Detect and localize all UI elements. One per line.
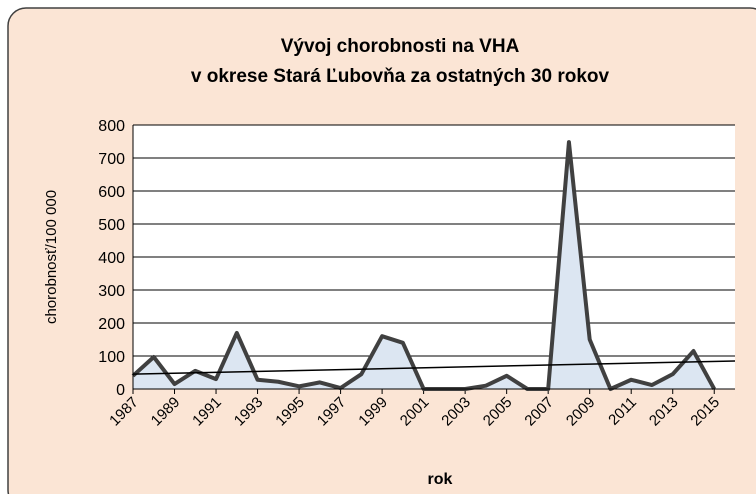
- y-axis-title: chorobnosť/100 000: [43, 190, 60, 324]
- trend-line: [132, 360, 736, 375]
- area: [133, 142, 715, 389]
- y-tick-label: 800: [98, 118, 125, 135]
- y-tick-label: 0: [116, 382, 125, 399]
- y-tick-label: 500: [98, 217, 125, 234]
- chart-subtitle: v okrese Stará Ľubovňa za ostatných 30 r…: [191, 66, 610, 87]
- chart-title: Vývoj chorobnosti na VHA: [281, 36, 520, 57]
- y-tick-label: 100: [98, 349, 125, 366]
- y-tick-label: 400: [98, 250, 125, 267]
- y-tick-label: 600: [98, 184, 125, 201]
- y-tick-label: 700: [98, 151, 125, 168]
- x-axis-title: rok: [428, 471, 453, 488]
- y-tick-label: 200: [98, 316, 125, 333]
- y-tick-label: 300: [98, 283, 125, 300]
